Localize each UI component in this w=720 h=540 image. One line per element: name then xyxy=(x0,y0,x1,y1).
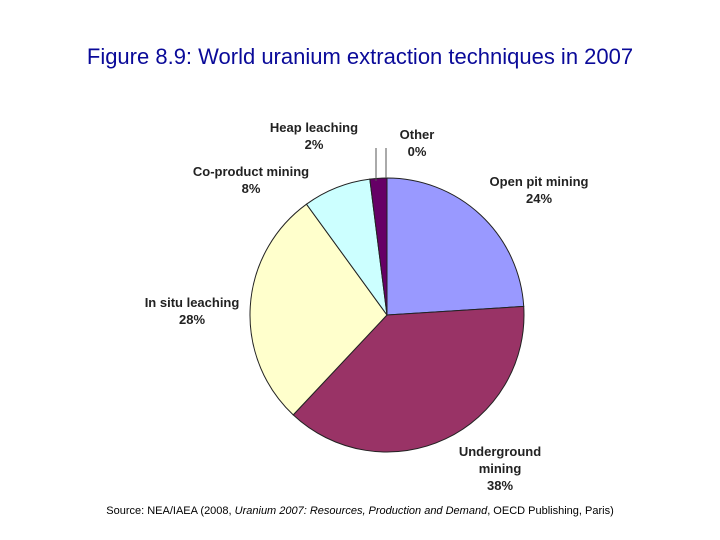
source-publication: Uranium 2007: Resources, Production and … xyxy=(234,505,488,517)
slice-open-pit-mining xyxy=(386,177,525,316)
label-open-pit-mining: Open pit mining 24% xyxy=(490,174,589,206)
slice-labels: Open pit mining 24% Underground mining 38% In… xyxy=(145,120,589,493)
label-heap-leaching: Heap leaching 2% xyxy=(270,120,358,152)
source-prefix: Source: NEA/IAEA (2008, xyxy=(106,505,235,517)
slice-underground-mining xyxy=(292,305,525,453)
pie-slices xyxy=(249,177,525,453)
slice-heap-leaching xyxy=(369,177,388,316)
leader-lines xyxy=(375,148,387,181)
source-note: Source: NEA/IAEA (2008, Uranium 2007: Re… xyxy=(0,505,720,517)
chart-title: Figure 8.9: World uranium extraction tec… xyxy=(86,44,634,69)
slice-in-situ-leaching xyxy=(249,203,388,416)
label-co-product-mining: Co-product mining 8% xyxy=(193,164,309,196)
label-other: Other 0% xyxy=(400,127,435,159)
source-suffix: , OECD Publishing, Paris) xyxy=(487,505,614,517)
label-in-situ-leaching: In situ leaching 28% xyxy=(145,295,240,327)
label-underground-mining: Underground mining 38% xyxy=(459,444,541,493)
